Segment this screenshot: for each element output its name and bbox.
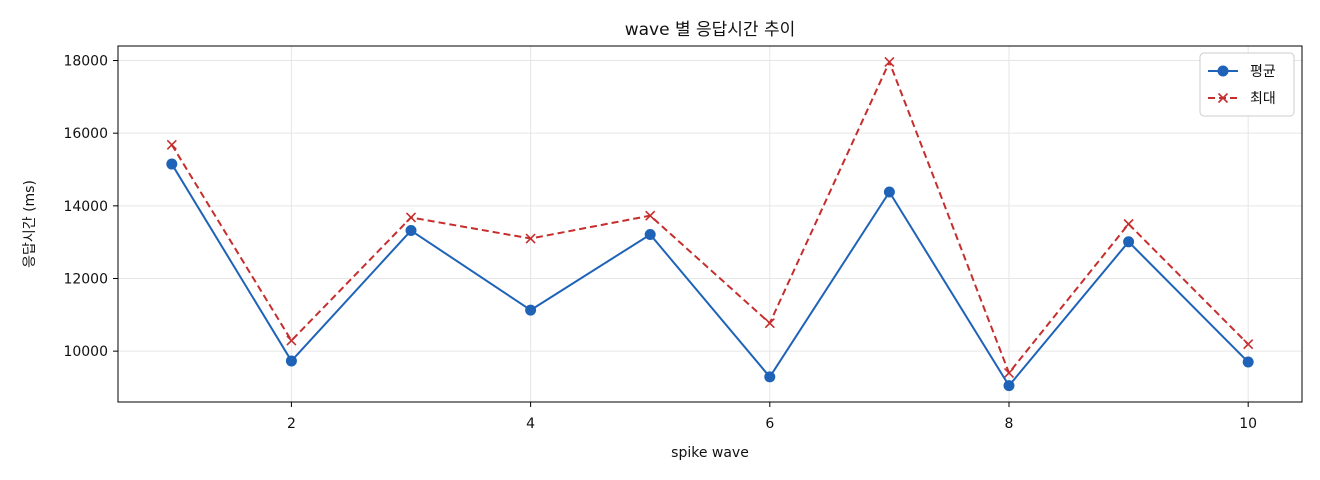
x-tick-label: 6 (765, 416, 774, 432)
data-point-series-2-stroke (1003, 367, 1015, 379)
data-point-series-1 (405, 225, 417, 237)
y-tick-label: 10000 (63, 344, 108, 360)
x-axis-label: spike wave (671, 445, 749, 461)
legend-marker-2-stroke (1217, 92, 1229, 104)
data-point-series-1 (764, 371, 776, 383)
grid (118, 46, 1302, 402)
plot-area-frame (117, 45, 1303, 403)
y-tick-label: 12000 (63, 271, 108, 287)
data-point-series-2 (405, 212, 417, 223)
data-point-series-2 (764, 318, 775, 329)
series-lines (166, 56, 1254, 392)
data-point-series-1 (1003, 380, 1015, 392)
series-line-1 (170, 163, 1249, 387)
legend-box (1199, 52, 1295, 117)
data-point-series-2-stroke (286, 335, 297, 346)
data-point-series-2-stroke (1243, 339, 1254, 350)
data-point-series-2-stroke (166, 139, 177, 150)
legend-marker-2 (1217, 92, 1229, 104)
data-point-series-1 (166, 158, 178, 170)
data-point-series-2 (166, 139, 177, 150)
data-point-series-2 (884, 56, 895, 68)
data-point-series-2 (1003, 367, 1015, 379)
data-point-series-2-stroke (405, 212, 417, 223)
x-tick-label: 10 (1239, 416, 1257, 432)
data-point-series-2-stroke (645, 210, 656, 221)
data-point-series-2-stroke (764, 318, 775, 329)
y-axis-label: 응답시간 (ms) (22, 180, 38, 268)
data-point-series-2 (1123, 218, 1134, 230)
chart-title: wave 별 응답시간 추이 (625, 20, 796, 40)
data-point-series-1 (285, 355, 297, 367)
legend-label-1: 평균 (1250, 64, 1276, 80)
data-point-series-2-stroke (884, 56, 895, 68)
data-point-series-2 (286, 335, 297, 346)
x-tick-label: 4 (526, 416, 535, 432)
legend-marker-1 (1217, 65, 1229, 77)
data-point-series-1 (1242, 356, 1254, 368)
data-point-series-2 (645, 210, 656, 221)
legend-label-2: 최대 (1250, 91, 1276, 107)
y-tick-label: 18000 (63, 54, 108, 70)
y-tick-label: 16000 (63, 126, 108, 142)
data-point-series-1 (644, 229, 656, 241)
series-line-2 (170, 60, 1249, 374)
data-point-series-2 (525, 233, 536, 244)
y-tick-label: 14000 (63, 199, 108, 215)
data-point-series-1 (525, 304, 537, 316)
axis-ticks: 2 4 6 8 10 10000 12000 14000 16000 18000 (63, 54, 1257, 432)
data-point-series-1 (883, 186, 895, 198)
data-point-series-2-stroke (525, 233, 536, 244)
data-point-series-2 (1243, 339, 1254, 350)
data-point-series-1 (1123, 236, 1135, 248)
x-tick-label: 8 (1005, 416, 1014, 432)
x-tick-label: 2 (287, 416, 296, 432)
data-point-series-2-stroke (1123, 218, 1134, 230)
